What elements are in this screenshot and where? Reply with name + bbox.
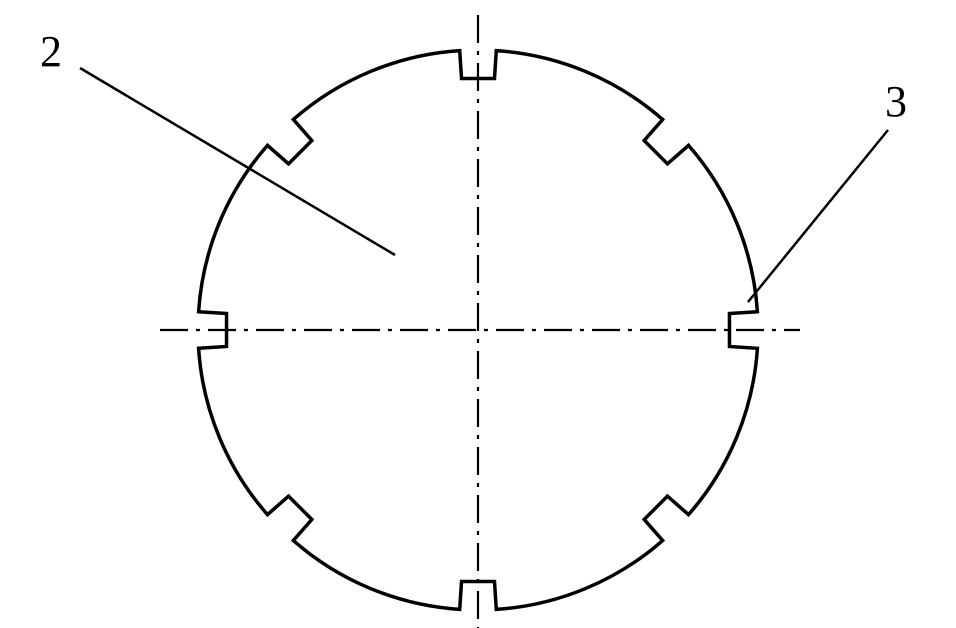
leader-line-3	[748, 130, 888, 302]
mechanical-disc-diagram	[0, 0, 956, 628]
leader-lines	[80, 68, 888, 302]
centerlines	[160, 15, 800, 628]
label-3: 3	[885, 76, 907, 127]
label-2: 2	[40, 26, 62, 77]
leader-line-2	[80, 68, 395, 255]
